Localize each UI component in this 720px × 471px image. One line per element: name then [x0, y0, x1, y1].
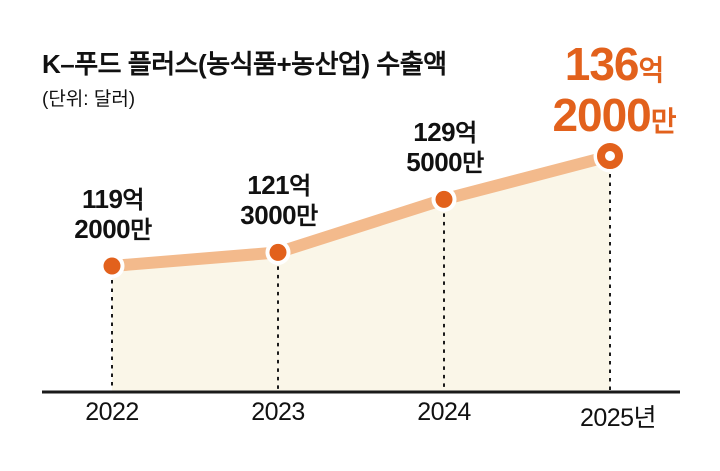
value-line2: 5000만 — [406, 147, 484, 178]
x-axis-label-2025년: 2025년 — [579, 404, 657, 432]
chart-unit-note: (단위: 달러) — [42, 89, 136, 110]
data-point-ring-2025년 — [597, 143, 623, 169]
value-label-2023: 121억 3000만 — [169, 171, 389, 231]
value-label-2022: 119억 2000만 — [3, 185, 223, 245]
x-axis-label-2023: 2023 — [251, 398, 305, 426]
value-line1: 136억 — [564, 38, 665, 90]
x-axis-label-2024: 2024 — [417, 398, 471, 426]
value-label-2024: 129억 5000만 — [335, 118, 555, 178]
value-line1: 119억 — [81, 184, 145, 215]
area-fill — [112, 156, 610, 391]
trend-line — [106, 150, 616, 272]
value-line2: 2000만 — [552, 89, 676, 141]
data-point-2023 — [269, 243, 287, 261]
chart-title: K–푸드 플러스(농식품+농산업) 수출액 — [42, 49, 447, 79]
data-point-2024 — [435, 190, 453, 208]
value-line2: 2000만 — [74, 214, 152, 245]
value-line2: 3000만 — [240, 200, 318, 231]
value-line1: 129억 — [413, 117, 477, 148]
data-point-2022 — [103, 257, 121, 275]
x-axis-label-2022: 2022 — [85, 398, 139, 426]
value-label-2025년: 136억 2000만 — [484, 41, 720, 144]
value-line1: 121억 — [247, 170, 311, 201]
